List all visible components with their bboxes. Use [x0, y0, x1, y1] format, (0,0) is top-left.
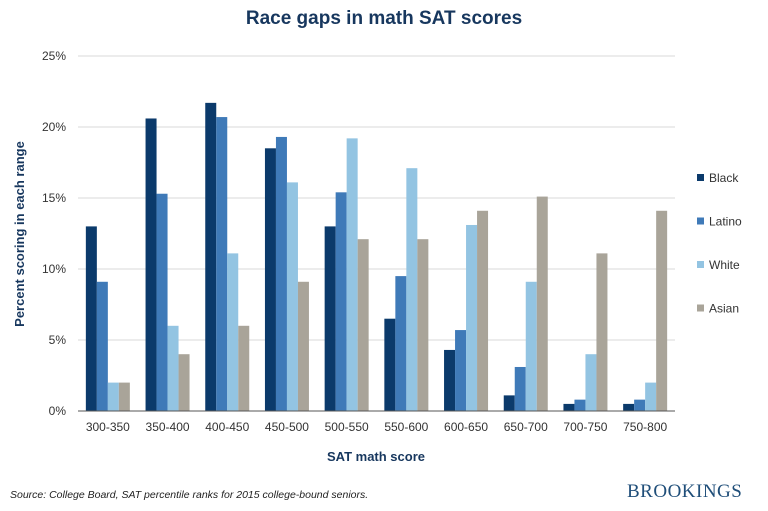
bar-black	[444, 349, 456, 411]
y-tick-label: 0%	[49, 404, 67, 418]
legend-label-asian: Asian	[709, 302, 739, 316]
bar-white	[466, 224, 478, 411]
bar-black	[324, 226, 336, 411]
bar-asian	[477, 210, 489, 411]
bar-asian	[178, 354, 190, 411]
source-note: Source: College Board, SAT percentile ra…	[10, 489, 369, 501]
bar-latino	[634, 399, 646, 411]
legend-label-white: White	[709, 258, 740, 272]
y-tick-label: 15%	[42, 191, 66, 205]
bar-white	[645, 382, 657, 411]
y-tick-label: 10%	[42, 262, 66, 276]
x-tick-label: 500-550	[325, 420, 369, 434]
bar-black	[563, 403, 575, 411]
y-axis-label: Percent scoring in each range	[12, 141, 27, 327]
bar-latino	[216, 117, 228, 411]
x-tick-label: 550-600	[384, 420, 428, 434]
bar-white	[525, 281, 537, 411]
bar-asian	[238, 325, 250, 411]
bar-black	[205, 102, 217, 412]
bar-asian	[118, 382, 130, 411]
y-tick-label: 20%	[42, 120, 66, 134]
bar-latino	[156, 193, 168, 411]
bar-white	[406, 168, 418, 411]
x-tick-label: 350-400	[146, 420, 190, 434]
bar-latino	[514, 366, 526, 411]
bar-asian	[357, 239, 369, 411]
bar-asian	[536, 196, 548, 411]
bar-black	[503, 395, 515, 411]
bar-asian	[656, 210, 668, 411]
x-tick-label: 700-750	[563, 420, 607, 434]
bar-asian	[417, 239, 429, 411]
bar-white	[585, 354, 597, 411]
x-tick-label: 450-500	[265, 420, 309, 434]
bar-white	[227, 253, 239, 411]
bar-black	[384, 318, 396, 411]
y-tick-label: 25%	[42, 49, 66, 63]
bar-latino	[395, 276, 407, 411]
bar-black	[145, 118, 157, 411]
x-tick-label: 650-700	[504, 420, 548, 434]
legend-swatch-white	[697, 261, 704, 268]
bar-latino	[335, 192, 347, 411]
bar-latino	[455, 330, 467, 411]
x-tick-label: 600-650	[444, 420, 488, 434]
bar-black	[264, 148, 276, 412]
legend-label-latino: Latino	[709, 215, 742, 229]
x-tick-label: 300-350	[86, 420, 130, 434]
bar-latino	[574, 399, 586, 411]
brookings-logo: BROOKINGS	[627, 481, 743, 502]
legend-swatch-latino	[697, 217, 704, 225]
bar-asian	[596, 253, 608, 411]
bar-latino	[96, 281, 108, 411]
bar-black	[623, 403, 635, 411]
chart-title: Race gaps in math SAT scores	[245, 8, 523, 29]
bar-white	[286, 182, 298, 411]
bar-white	[346, 138, 358, 412]
bar-latino	[275, 136, 287, 411]
y-tick-label: 5%	[49, 333, 67, 347]
x-axis-label: SAT math score	[327, 449, 425, 464]
legend-swatch-black	[697, 174, 704, 181]
x-tick-label: 400-450	[205, 420, 249, 434]
legend-swatch-asian	[697, 304, 704, 312]
x-tick-label: 750-800	[623, 420, 667, 434]
legend-label-black: Black	[709, 171, 739, 185]
bar-white	[167, 325, 179, 411]
bar-white	[107, 382, 119, 411]
bar-black	[85, 226, 97, 411]
bar-asian	[297, 281, 309, 411]
